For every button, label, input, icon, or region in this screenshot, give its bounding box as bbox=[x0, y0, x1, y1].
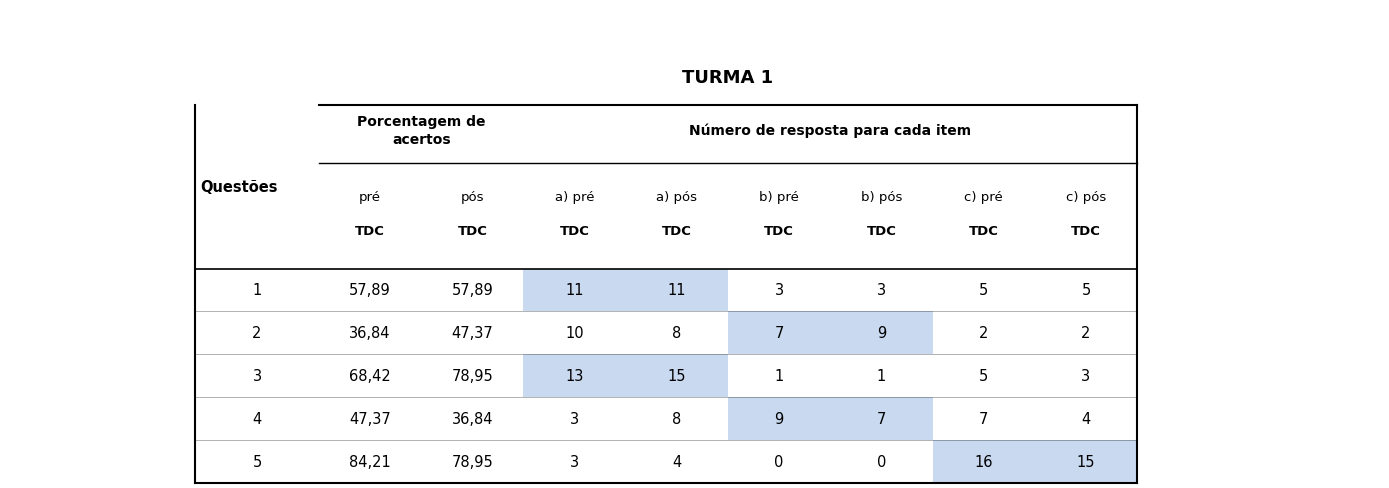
Text: 4: 4 bbox=[1081, 411, 1090, 427]
Text: 36,84: 36,84 bbox=[349, 326, 390, 341]
Text: 15: 15 bbox=[668, 368, 686, 384]
Bar bbox=[728, 312, 831, 355]
Text: TDC: TDC bbox=[764, 225, 795, 238]
Text: Número de resposta para cada item: Número de resposta para cada item bbox=[689, 123, 971, 138]
Text: 3: 3 bbox=[876, 283, 886, 298]
Text: 7: 7 bbox=[775, 326, 783, 341]
Text: 5: 5 bbox=[253, 454, 261, 469]
Text: 3: 3 bbox=[569, 411, 579, 427]
Text: 0: 0 bbox=[775, 454, 783, 469]
Text: 68,42: 68,42 bbox=[349, 368, 390, 384]
Text: 4: 4 bbox=[253, 411, 261, 427]
Text: 47,37: 47,37 bbox=[451, 326, 493, 341]
Text: TDC: TDC bbox=[560, 225, 589, 238]
Bar bbox=[625, 355, 728, 398]
Text: Porcentagem de
acertos: Porcentagem de acertos bbox=[357, 115, 486, 147]
Text: 1: 1 bbox=[775, 368, 783, 384]
Text: 2: 2 bbox=[1081, 326, 1090, 341]
Text: pós: pós bbox=[461, 191, 485, 204]
Bar bbox=[728, 398, 831, 440]
Text: pré: pré bbox=[360, 191, 381, 204]
Text: 11: 11 bbox=[668, 283, 686, 298]
Text: 5: 5 bbox=[1081, 283, 1090, 298]
Text: 47,37: 47,37 bbox=[349, 411, 390, 427]
Text: 9: 9 bbox=[775, 411, 783, 427]
Text: TURMA 1: TURMA 1 bbox=[682, 68, 774, 86]
Bar bbox=[524, 355, 626, 398]
Text: a) pós: a) pós bbox=[657, 191, 697, 204]
Text: 11: 11 bbox=[565, 283, 583, 298]
Text: 36,84: 36,84 bbox=[451, 411, 493, 427]
Text: 10: 10 bbox=[565, 326, 583, 341]
Bar bbox=[625, 269, 728, 312]
Text: 8: 8 bbox=[672, 411, 682, 427]
Text: 15: 15 bbox=[1076, 454, 1095, 469]
Text: 3: 3 bbox=[775, 283, 783, 298]
Text: 84,21: 84,21 bbox=[349, 454, 390, 469]
Text: 7: 7 bbox=[979, 411, 989, 427]
Text: 3: 3 bbox=[253, 368, 261, 384]
Text: TDC: TDC bbox=[1071, 225, 1101, 238]
Text: c) pré: c) pré bbox=[964, 191, 1003, 204]
Text: Questões: Questões bbox=[200, 180, 278, 195]
Bar bbox=[831, 312, 932, 355]
Text: 2: 2 bbox=[253, 326, 261, 341]
Text: 78,95: 78,95 bbox=[451, 368, 493, 384]
Text: 13: 13 bbox=[565, 368, 583, 384]
Bar bbox=[524, 269, 626, 312]
Text: a) pré: a) pré bbox=[554, 191, 594, 204]
Text: b) pós: b) pós bbox=[861, 191, 901, 204]
Text: 5: 5 bbox=[979, 283, 989, 298]
Text: 57,89: 57,89 bbox=[451, 283, 493, 298]
Bar bbox=[831, 398, 932, 440]
Text: 1: 1 bbox=[253, 283, 261, 298]
Text: 2: 2 bbox=[979, 326, 989, 341]
Text: 9: 9 bbox=[876, 326, 886, 341]
Text: 3: 3 bbox=[1082, 368, 1090, 384]
Bar bbox=[932, 440, 1035, 483]
Bar bbox=[1035, 440, 1138, 483]
Text: 4: 4 bbox=[672, 454, 682, 469]
Text: TDC: TDC bbox=[867, 225, 896, 238]
Text: 16: 16 bbox=[975, 454, 993, 469]
Text: 5: 5 bbox=[979, 368, 989, 384]
Text: TDC: TDC bbox=[356, 225, 385, 238]
Text: c) pós: c) pós bbox=[1065, 191, 1106, 204]
Text: TDC: TDC bbox=[457, 225, 488, 238]
Text: 8: 8 bbox=[672, 326, 682, 341]
Text: 78,95: 78,95 bbox=[451, 454, 493, 469]
Text: 3: 3 bbox=[569, 454, 579, 469]
Text: 1: 1 bbox=[876, 368, 886, 384]
Text: TDC: TDC bbox=[968, 225, 999, 238]
Text: b) pré: b) pré bbox=[760, 191, 799, 204]
Text: 0: 0 bbox=[876, 454, 886, 469]
Text: 57,89: 57,89 bbox=[349, 283, 390, 298]
Text: 7: 7 bbox=[876, 411, 886, 427]
Text: TDC: TDC bbox=[663, 225, 692, 238]
